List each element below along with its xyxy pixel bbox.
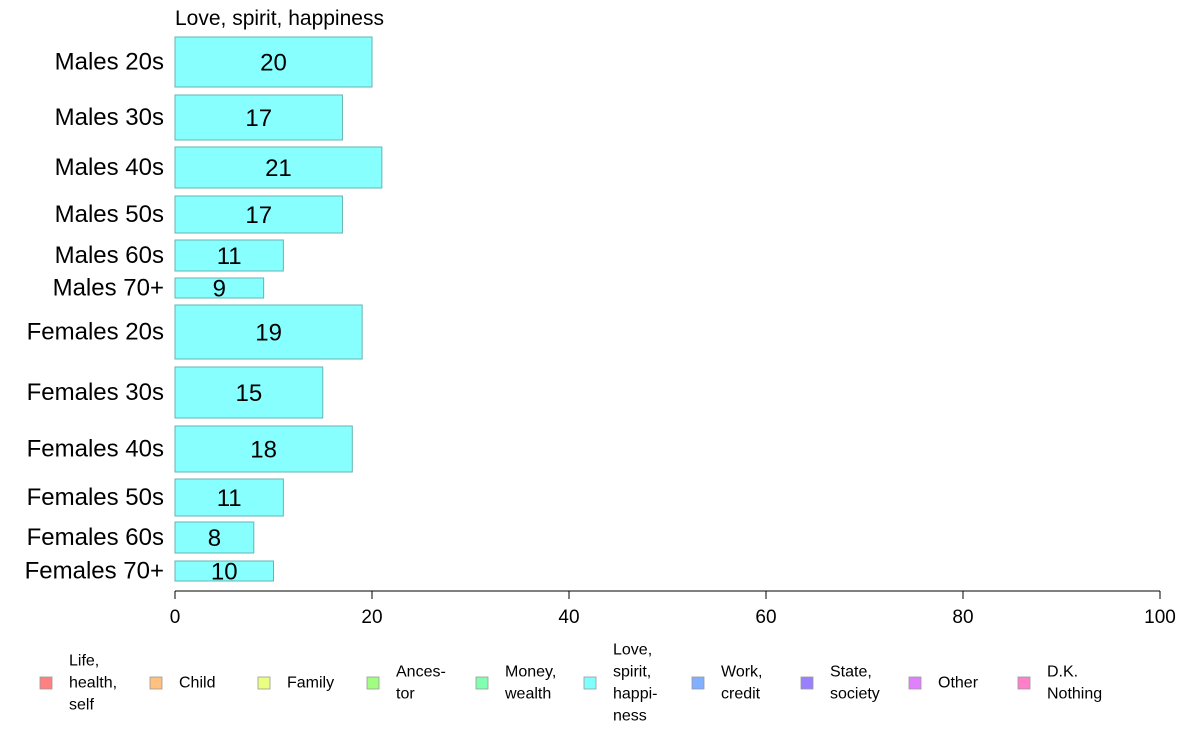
category-label: Males 20s xyxy=(55,49,164,76)
bar xyxy=(174,195,343,234)
category-label: Males 60s xyxy=(55,242,164,269)
data-label: 19 xyxy=(255,320,282,347)
legend-label: Ances-tor xyxy=(396,664,446,703)
data-label: 11 xyxy=(217,243,242,270)
bar xyxy=(174,94,343,141)
data-label: 20 xyxy=(260,50,287,77)
legend-label: Child xyxy=(179,675,215,692)
legend-label: State, society xyxy=(830,664,880,703)
bar xyxy=(174,478,284,517)
legend-swatch xyxy=(583,676,597,690)
legend-swatch xyxy=(800,676,814,690)
bar xyxy=(174,366,324,419)
category-label: Females 30s xyxy=(27,379,164,406)
legend-label: Other xyxy=(938,675,979,692)
legend-label: D.K. Nothing xyxy=(1047,664,1102,703)
legend-label: Family xyxy=(287,675,334,692)
x-tick-label: 20 xyxy=(361,607,382,628)
chart-title: Love, spirit, happiness xyxy=(175,7,384,30)
category-label: Females 70+ xyxy=(25,558,164,585)
bar xyxy=(174,277,265,299)
bar xyxy=(174,304,363,360)
legend-swatch xyxy=(149,676,163,690)
x-tick-label: 100 xyxy=(1144,607,1176,628)
data-label: 17 xyxy=(245,105,272,132)
bar xyxy=(174,521,255,554)
category-label: Males 70+ xyxy=(53,275,164,302)
legend-label: Work, credit xyxy=(721,664,762,703)
x-tick-label: 60 xyxy=(755,607,776,628)
legend-label: Love, spirit, happi-ness xyxy=(613,642,657,725)
bar xyxy=(174,36,373,88)
legend-swatch xyxy=(908,676,922,690)
legend-label: Life, health, self xyxy=(69,653,117,714)
bar xyxy=(174,560,274,582)
legend-label: Money, wealth xyxy=(504,664,556,703)
bar xyxy=(174,425,353,473)
category-label: Females 50s xyxy=(27,484,164,511)
data-label: 11 xyxy=(217,485,242,512)
data-label: 21 xyxy=(265,155,292,182)
x-axis: 0 20 40 60 80 100 xyxy=(170,590,1176,628)
category-label: Males 50s xyxy=(55,201,164,228)
data-label: 10 xyxy=(211,559,238,586)
legend-swatch xyxy=(39,676,53,690)
x-tick-label: 0 xyxy=(170,607,181,628)
category-label: Females 60s xyxy=(27,524,164,551)
data-label: 18 xyxy=(250,437,277,464)
legend-swatch xyxy=(1017,676,1031,690)
bar xyxy=(174,239,284,272)
bar xyxy=(174,146,383,189)
category-label: Males 40s xyxy=(55,154,164,181)
data-label: 17 xyxy=(245,202,272,229)
legend-swatch xyxy=(475,676,489,690)
x-tick-label: 80 xyxy=(952,607,973,628)
x-tick-label: 40 xyxy=(558,607,579,628)
legend-swatch xyxy=(257,676,271,690)
legend-swatch xyxy=(691,676,705,690)
legend-swatch xyxy=(366,676,380,690)
bars-group: Males 20s 20 Males 30s 17 Males 40s 21 Males 5… xyxy=(25,36,383,586)
legend: Life, health, self Child Family Ances-tor Mone… xyxy=(39,642,1102,725)
category-label: Females 20s xyxy=(27,319,164,346)
category-label: Males 30s xyxy=(55,104,164,131)
data-label: 15 xyxy=(236,380,263,407)
category-label: Females 40s xyxy=(27,436,164,463)
data-label: 8 xyxy=(208,525,221,552)
data-label: 9 xyxy=(213,276,226,303)
